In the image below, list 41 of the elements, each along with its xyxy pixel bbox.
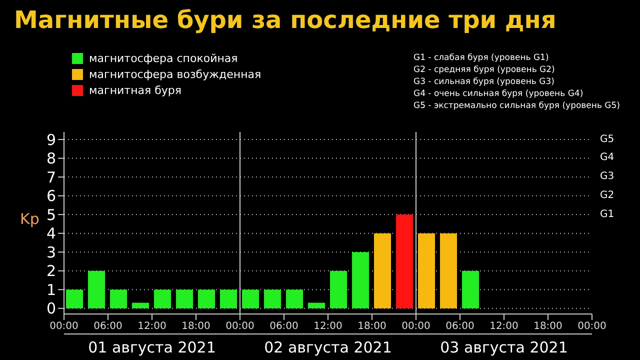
y-tick-label: 6	[46, 187, 56, 206]
y-tick-label: 3	[46, 243, 56, 262]
x-tick-label: 12:00	[490, 321, 518, 332]
x-tick-label: 06:00	[270, 321, 298, 332]
text: G3	[600, 170, 614, 184]
x-tick-label: 12:00	[314, 321, 342, 332]
text: G1 - слабая буря (уровень G1)	[413, 52, 550, 64]
y-tick-label: 7	[46, 168, 56, 186]
x2-tick-label: 01 августа 2021	[88, 338, 216, 357]
x-tick-label: 18:00	[182, 321, 210, 332]
legend-label: магнитная буря	[89, 84, 182, 97]
text: G4 - очень сильная буря (уровень G4)	[413, 88, 584, 100]
x2-tick-label: 02 августа 2021	[264, 338, 392, 357]
x-tick-label: 06:00	[446, 321, 474, 332]
x-tick-label: 12:00	[138, 321, 166, 332]
y-tick-label: 4	[46, 224, 56, 243]
x-tick-label: 00:00	[50, 321, 78, 332]
x-tick-label: 06:00	[94, 321, 122, 332]
text: G2 - средняя буря (уровень G2)	[413, 64, 556, 76]
text: G3 - сильная буря (уровень G3)	[413, 76, 556, 88]
x-tick-label: 00:00	[402, 321, 430, 332]
text: G2	[600, 188, 614, 203]
x-tick-label: 18:00	[358, 321, 386, 332]
y-tick-label: 9	[46, 130, 56, 149]
text: G4	[600, 151, 614, 166]
text: G5 - экстремально сильная буря (уровень G5)	[413, 100, 620, 112]
text: G5	[600, 132, 614, 146]
chart-title: Магнитные бури за последние три дня	[13, 5, 558, 36]
y-tick-label: 1	[46, 280, 56, 299]
x-tick-label: 00:00	[578, 321, 606, 332]
y-tick-label: 0	[46, 300, 56, 318]
y-tick-label: 8	[46, 150, 56, 168]
y-axis-title: Kp	[20, 210, 40, 228]
text: G1	[600, 208, 614, 222]
x-tick-label: 18:00	[534, 321, 562, 332]
x-tick-label: 00:00	[226, 321, 254, 332]
legend-label: магнитосфера возбужденная	[89, 68, 262, 81]
legend-label: магнитосфера спокойная	[89, 52, 238, 65]
y-tick-label: 5	[46, 206, 56, 224]
y-tick-label: 2	[46, 262, 56, 280]
x2-tick-label: 03 августа 2021	[440, 338, 568, 357]
